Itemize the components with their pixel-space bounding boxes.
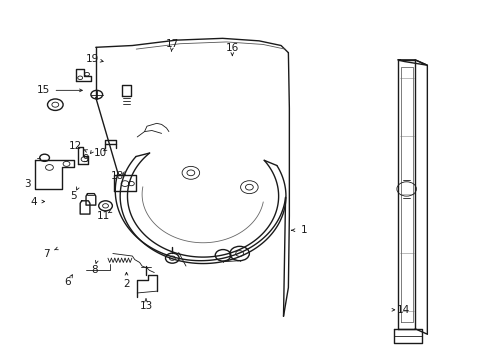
Text: 12: 12 [68, 141, 82, 151]
Text: 2: 2 [123, 279, 129, 289]
Text: 18: 18 [111, 171, 124, 181]
Text: 10: 10 [94, 148, 107, 158]
Text: 9: 9 [82, 154, 89, 164]
Text: 5: 5 [70, 191, 77, 201]
Text: 8: 8 [91, 265, 98, 275]
Text: 16: 16 [225, 43, 239, 53]
Text: 14: 14 [396, 305, 409, 315]
Text: 4: 4 [30, 197, 37, 207]
Text: 7: 7 [42, 248, 49, 258]
Text: 19: 19 [85, 54, 99, 64]
Text: 13: 13 [139, 301, 152, 311]
Text: 1: 1 [300, 225, 306, 235]
Text: 6: 6 [64, 277, 71, 287]
Text: 15: 15 [37, 85, 50, 95]
Text: 3: 3 [24, 179, 31, 189]
Text: 17: 17 [165, 40, 179, 49]
Text: 11: 11 [96, 211, 109, 221]
